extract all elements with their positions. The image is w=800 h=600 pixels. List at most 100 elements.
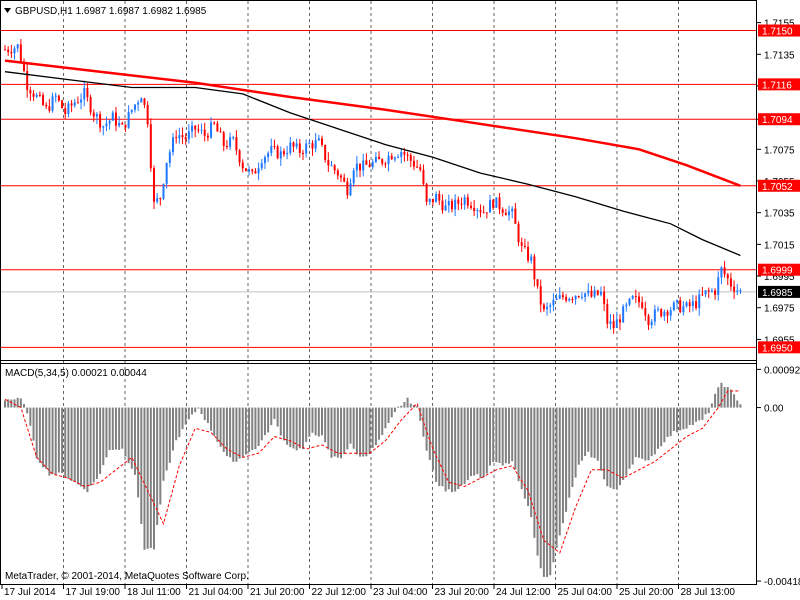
- candle-body: [596, 290, 599, 295]
- macd-bar: [615, 407, 618, 490]
- macd-bar: [574, 407, 577, 478]
- macd-bar: [695, 407, 698, 422]
- macd-bar: [206, 407, 209, 423]
- macd-bar: [130, 407, 133, 469]
- macd-bar: [390, 407, 393, 418]
- macd-bar: [508, 407, 511, 464]
- macd-bar: [99, 407, 102, 474]
- level-label-bg: [758, 179, 800, 192]
- candle-body: [13, 48, 16, 54]
- macd-bar: [495, 407, 498, 463]
- candle-body: [565, 297, 568, 301]
- macd-bar: [42, 407, 45, 468]
- candle-body: [194, 125, 197, 130]
- level-label: 1.7094: [762, 115, 793, 126]
- candle-body: [95, 114, 98, 117]
- macd-bar: [685, 407, 688, 429]
- candle-body: [517, 223, 520, 243]
- macd-bar: [371, 407, 374, 448]
- candle-body: [606, 304, 609, 324]
- macd-bar: [438, 407, 441, 487]
- macd-bar: [720, 382, 723, 408]
- macd-bar: [460, 407, 463, 486]
- macd-bar: [590, 407, 593, 458]
- candle-body: [270, 146, 273, 154]
- candle-body: [463, 197, 466, 205]
- candle-body: [498, 197, 501, 210]
- macd-bar: [403, 402, 406, 408]
- candle-body: [552, 299, 555, 306]
- macd-bar: [603, 407, 606, 480]
- candle-body: [615, 319, 618, 329]
- macd-bar: [111, 407, 114, 450]
- candle-body: [42, 95, 45, 105]
- candle-body: [412, 160, 415, 167]
- candle-body: [508, 211, 511, 216]
- candle-body: [707, 290, 710, 292]
- macd-bar: [114, 407, 117, 450]
- candle-body: [57, 95, 60, 101]
- macd-bar: [736, 400, 739, 408]
- macd-bar: [257, 407, 260, 446]
- candle-body: [450, 200, 453, 210]
- candle-body: [504, 212, 507, 216]
- macd-bar: [270, 407, 273, 426]
- candle-body: [19, 44, 22, 63]
- candle-body: [574, 296, 577, 300]
- macd-bar: [7, 399, 10, 408]
- candle-body: [679, 300, 682, 313]
- candle-body: [476, 210, 479, 212]
- level-label: 1.7116: [762, 80, 792, 91]
- macd-bar: [504, 407, 507, 464]
- candle-body: [454, 199, 457, 210]
- candle-body: [634, 296, 637, 298]
- candle-body: [416, 166, 419, 168]
- macd-bar: [124, 407, 127, 457]
- macd-bar: [644, 407, 647, 461]
- time-tick-label: 18 Jul 11:00: [127, 587, 181, 598]
- candle-body: [305, 143, 308, 154]
- macd-bar: [165, 407, 168, 471]
- macd-bar: [365, 407, 368, 457]
- candle-body: [114, 112, 117, 126]
- macd-bar: [305, 407, 308, 443]
- macd-bar: [397, 406, 400, 408]
- candle-body: [111, 112, 114, 121]
- candle-body: [584, 293, 587, 298]
- candle-body: [549, 305, 552, 307]
- macd-bar: [73, 407, 76, 482]
- triangle-down-icon[interactable]: [4, 8, 11, 13]
- macd-bar: [523, 407, 526, 499]
- candle-body: [276, 146, 279, 159]
- grid-lines: [63, 1, 679, 584]
- macd-bar: [733, 394, 736, 408]
- macd-bar: [584, 407, 587, 457]
- candle-body: [422, 169, 425, 184]
- candle-body: [444, 205, 447, 211]
- candle-body: [336, 170, 339, 176]
- macd-bar: [450, 407, 453, 493]
- macd-bar: [672, 407, 675, 432]
- candle-body: [384, 163, 387, 165]
- level-label-bg: [758, 113, 800, 126]
- macd-bar: [61, 407, 64, 474]
- candle-body: [213, 122, 216, 124]
- candle-body: [435, 193, 438, 203]
- macd-bar: [70, 407, 73, 481]
- candle-body: [146, 104, 149, 125]
- macd-bar: [454, 407, 457, 492]
- macd-bar: [714, 393, 717, 408]
- candle-body: [390, 155, 393, 160]
- candle-body: [197, 129, 200, 131]
- candle-body: [733, 286, 736, 292]
- macd-bar: [89, 407, 92, 486]
- candle-body: [479, 210, 482, 213]
- price-candles: [4, 39, 742, 334]
- macd-tick-label: 0.00: [764, 404, 784, 415]
- macd-label: MACD(5,34,5) 0.00021 0.00044: [5, 368, 147, 379]
- candle-body: [7, 49, 10, 52]
- macd-bar: [571, 407, 574, 488]
- macd-bar: [698, 407, 701, 421]
- candle-body: [558, 295, 561, 299]
